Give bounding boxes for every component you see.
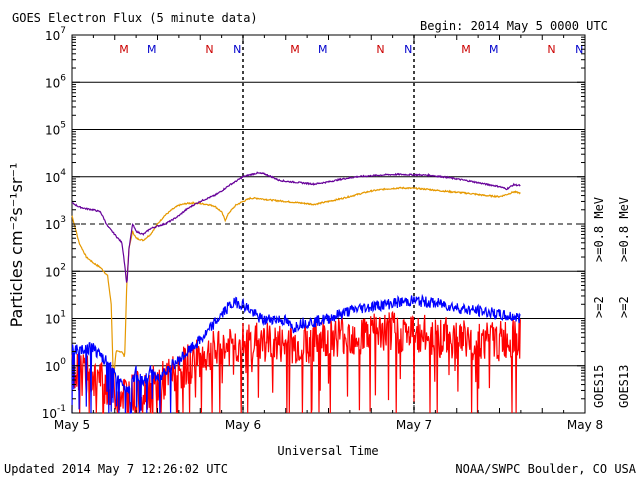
marker-label: M xyxy=(318,43,328,56)
marker-label: N xyxy=(376,43,384,56)
marker-label: N xyxy=(233,43,241,56)
legend-entry: >=2 xyxy=(592,296,606,318)
legend-group-name: GOES13 xyxy=(617,365,631,408)
x-axis: May 5 May 6 May 7 May 8 xyxy=(54,35,603,432)
y-tick-label: 104 xyxy=(45,168,66,185)
series-line xyxy=(71,171,521,283)
marker-label: M xyxy=(147,43,157,56)
y-tick-label: 101 xyxy=(45,310,66,327)
y-tick-label: 102 xyxy=(45,262,66,279)
marker-label: N xyxy=(205,43,213,56)
marker-label: N xyxy=(404,43,412,56)
legend: GOES15 >=2 >=0.8 MeV GOES13 >=2 >=0.8 MeV xyxy=(592,197,631,408)
legend-entry: >=0.8 MeV xyxy=(617,197,631,262)
chart-title: GOES Electron Flux (5 minute data) xyxy=(12,11,258,25)
x-axis-label: Universal Time xyxy=(277,444,378,458)
series-line xyxy=(71,186,521,378)
legend-entry: >=2 xyxy=(617,296,631,318)
y-axis-label: Particles cm⁻²s⁻¹sr⁻¹ xyxy=(7,163,26,328)
marker-label: N xyxy=(575,43,583,56)
begin-time: Begin: 2014 May 5 0000 UTC xyxy=(420,19,608,33)
updated-time: Updated 2014 May 7 12:26:02 UTC xyxy=(4,462,228,476)
marker-label: M xyxy=(119,43,129,56)
x-tick-label: May 5 xyxy=(54,418,90,432)
marker-label: N xyxy=(547,43,555,56)
marker-label: M xyxy=(461,43,471,56)
y-tick-label: 103 xyxy=(45,215,66,232)
x-tick-label: May 6 xyxy=(225,418,261,432)
y-tick-label: 107 xyxy=(45,26,66,43)
marker-label: M xyxy=(290,43,300,56)
legend-group-name: GOES15 xyxy=(592,365,606,408)
credit-line: NOAA/SWPC Boulder, CO USA xyxy=(455,462,636,476)
y-tick-label: 100 xyxy=(45,357,66,374)
marker-label: M xyxy=(489,43,499,56)
legend-entry: >=0.8 MeV xyxy=(592,197,606,262)
x-tick-label: May 7 xyxy=(396,418,432,432)
y-tick-label: 105 xyxy=(45,121,66,138)
y-tick-label: 106 xyxy=(45,73,66,90)
series-line xyxy=(71,293,521,414)
x-tick-label: May 8 xyxy=(567,418,603,432)
series-layer xyxy=(71,171,521,414)
grid-lines xyxy=(72,35,585,413)
